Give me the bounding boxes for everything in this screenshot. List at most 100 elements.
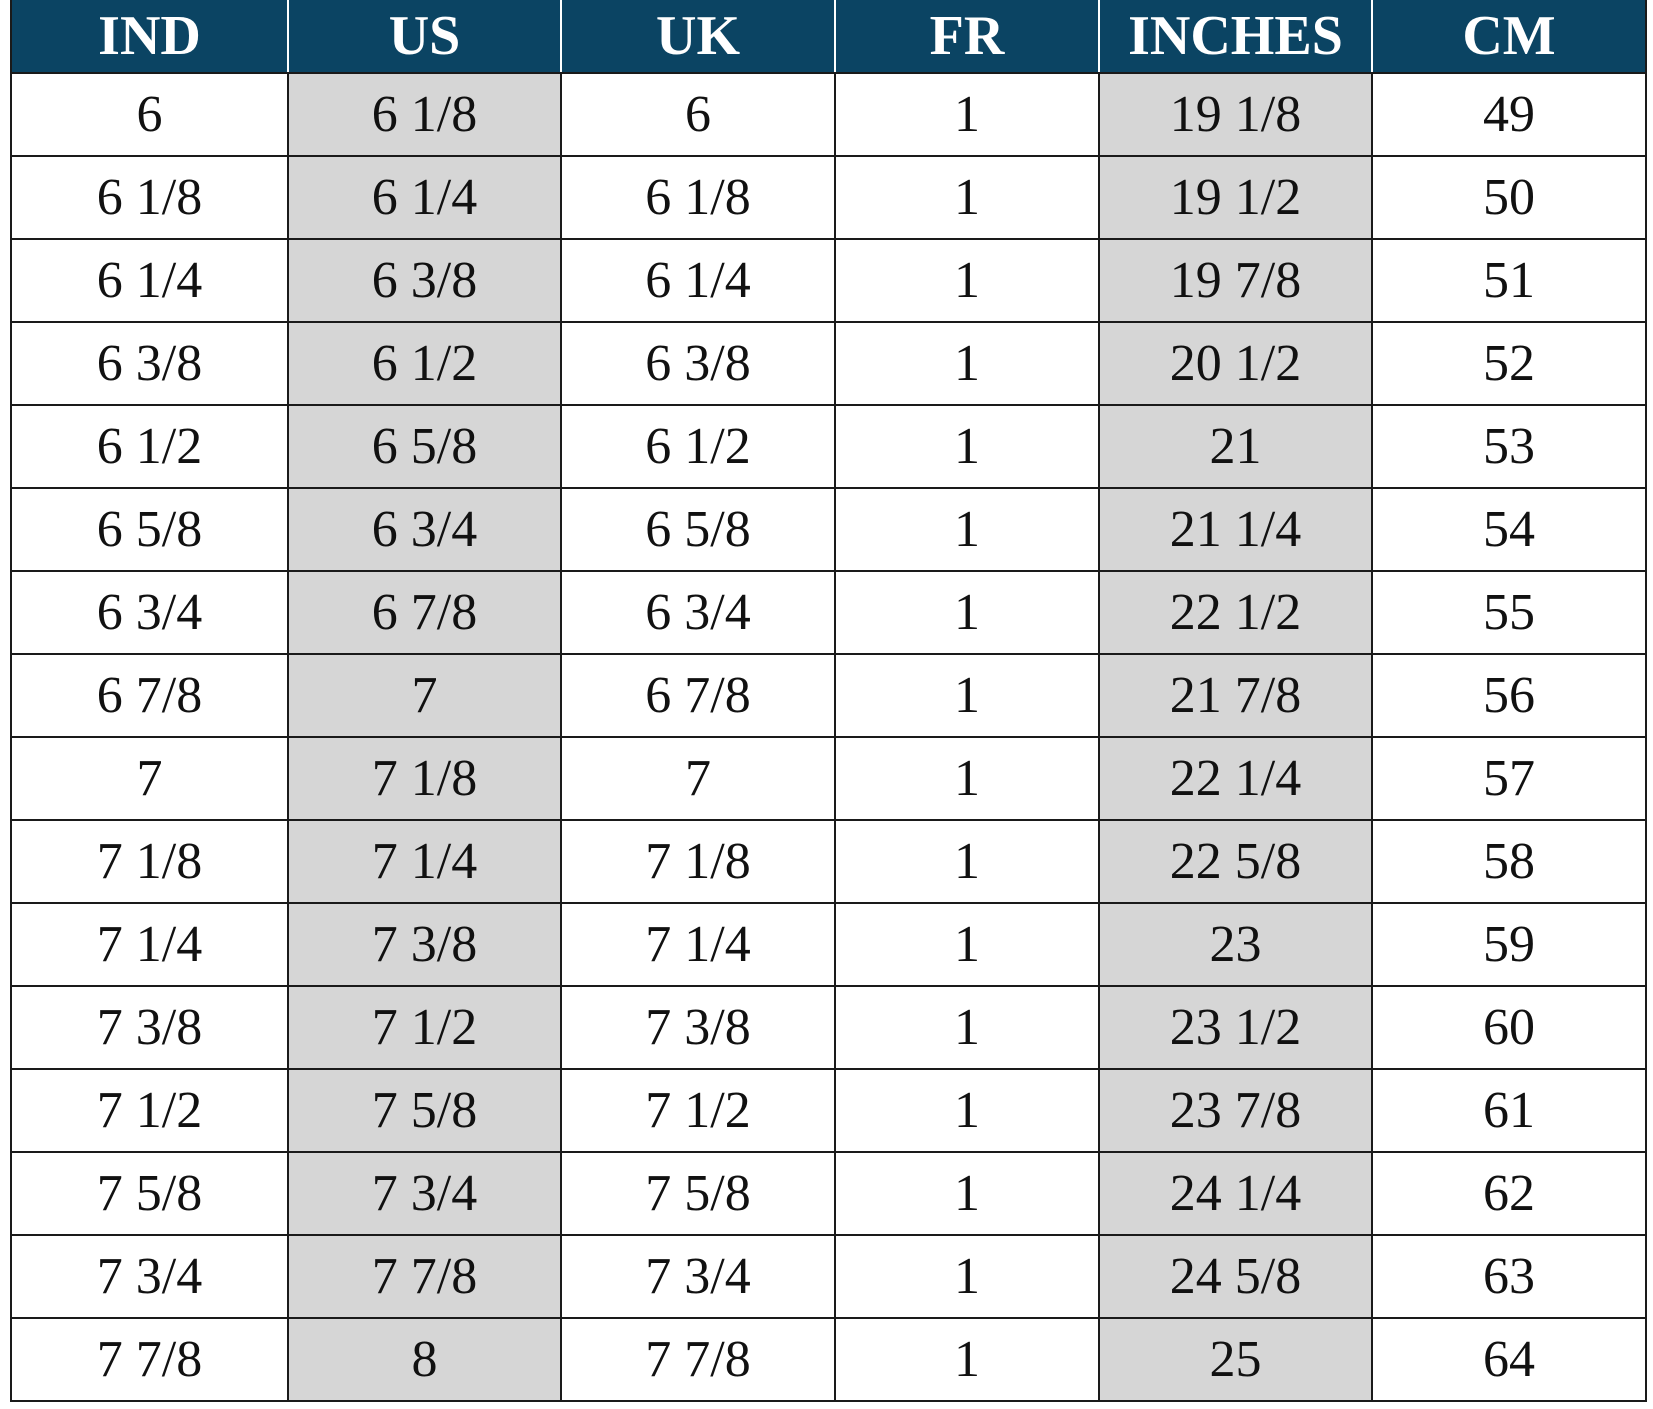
cell-us: 6 1/8 bbox=[287, 72, 562, 157]
cell-us: 6 1/4 bbox=[287, 155, 562, 240]
cell-fr: 1 bbox=[834, 985, 1100, 1070]
table-row: 6 3/8 6 1/2 6 3/8 1 20 1/2 52 bbox=[10, 321, 1647, 406]
table-row: 7 3/8 7 1/2 7 3/8 1 23 1/2 60 bbox=[10, 985, 1647, 1070]
cell-us: 7 1/8 bbox=[287, 736, 562, 821]
cell-ind: 6 5/8 bbox=[10, 487, 289, 572]
cell-uk: 6 1/2 bbox=[560, 404, 836, 489]
cell-ind: 6 bbox=[10, 72, 289, 157]
table-row: 7 1/4 7 3/8 7 1/4 1 23 59 bbox=[10, 902, 1647, 987]
cell-ind: 7 1/4 bbox=[10, 902, 289, 987]
cell-ind: 7 7/8 bbox=[10, 1317, 289, 1402]
cell-uk: 7 7/8 bbox=[560, 1317, 836, 1402]
cell-fr: 1 bbox=[834, 736, 1100, 821]
cell-cm: 53 bbox=[1371, 404, 1647, 489]
cell-us: 7 3/4 bbox=[287, 1151, 562, 1236]
cell-uk: 7 1/8 bbox=[560, 819, 836, 904]
cell-ind: 6 1/2 bbox=[10, 404, 289, 489]
cell-ind: 7 bbox=[10, 736, 289, 821]
cell-uk: 6 5/8 bbox=[560, 487, 836, 572]
cell-fr: 1 bbox=[834, 404, 1100, 489]
cell-uk: 6 3/4 bbox=[560, 570, 836, 655]
cell-inches: 19 7/8 bbox=[1098, 238, 1373, 323]
cell-us: 8 bbox=[287, 1317, 562, 1402]
cell-cm: 63 bbox=[1371, 1234, 1647, 1319]
table-row: 6 7/8 7 6 7/8 1 21 7/8 56 bbox=[10, 653, 1647, 738]
cell-fr: 1 bbox=[834, 72, 1100, 157]
cell-fr: 1 bbox=[834, 487, 1100, 572]
cell-inches: 24 5/8 bbox=[1098, 1234, 1373, 1319]
cell-inches: 19 1/8 bbox=[1098, 72, 1373, 157]
cell-cm: 55 bbox=[1371, 570, 1647, 655]
cell-inches: 23 1/2 bbox=[1098, 985, 1373, 1070]
cell-ind: 7 3/4 bbox=[10, 1234, 289, 1319]
cell-fr: 1 bbox=[834, 1068, 1100, 1153]
cell-us: 7 1/2 bbox=[287, 985, 562, 1070]
cell-inches: 21 bbox=[1098, 404, 1373, 489]
cell-ind: 6 3/8 bbox=[10, 321, 289, 406]
table-row: 7 7/8 8 7 7/8 1 25 64 bbox=[10, 1317, 1647, 1402]
cell-fr: 1 bbox=[834, 1317, 1100, 1402]
cell-ind: 7 3/8 bbox=[10, 985, 289, 1070]
cell-cm: 58 bbox=[1371, 819, 1647, 904]
cell-fr: 1 bbox=[834, 570, 1100, 655]
cell-inches: 20 1/2 bbox=[1098, 321, 1373, 406]
cell-cm: 60 bbox=[1371, 985, 1647, 1070]
table-row: 6 5/8 6 3/4 6 5/8 1 21 1/4 54 bbox=[10, 487, 1647, 572]
cell-uk: 7 3/4 bbox=[560, 1234, 836, 1319]
cell-inches: 23 bbox=[1098, 902, 1373, 987]
cell-us: 6 3/4 bbox=[287, 487, 562, 572]
cell-inches: 22 5/8 bbox=[1098, 819, 1373, 904]
header-ind: IND bbox=[10, 0, 289, 74]
header-inches: INCHES bbox=[1098, 0, 1373, 74]
table-row: 6 1/8 6 1/4 6 1/8 1 19 1/2 50 bbox=[10, 155, 1647, 240]
cell-ind: 6 1/4 bbox=[10, 238, 289, 323]
cell-uk: 7 5/8 bbox=[560, 1151, 836, 1236]
cell-uk: 6 3/8 bbox=[560, 321, 836, 406]
cell-fr: 1 bbox=[834, 238, 1100, 323]
cell-uk: 6 bbox=[560, 72, 836, 157]
cell-us: 6 3/8 bbox=[287, 238, 562, 323]
cell-us: 7 bbox=[287, 653, 562, 738]
table-row: 7 1/2 7 5/8 7 1/2 1 23 7/8 61 bbox=[10, 1068, 1647, 1153]
cell-inches: 24 1/4 bbox=[1098, 1151, 1373, 1236]
cell-inches: 25 bbox=[1098, 1317, 1373, 1402]
cell-ind: 6 1/8 bbox=[10, 155, 289, 240]
cell-uk: 6 7/8 bbox=[560, 653, 836, 738]
table-row: 6 3/4 6 7/8 6 3/4 1 22 1/2 55 bbox=[10, 570, 1647, 655]
header-fr: FR bbox=[834, 0, 1100, 74]
table-header: IND US UK FR INCHES CM bbox=[10, 0, 1647, 74]
cell-inches: 21 1/4 bbox=[1098, 487, 1373, 572]
header-cm: CM bbox=[1371, 0, 1647, 74]
cell-fr: 1 bbox=[834, 1234, 1100, 1319]
cell-us: 6 1/2 bbox=[287, 321, 562, 406]
cell-ind: 7 1/2 bbox=[10, 1068, 289, 1153]
cell-cm: 57 bbox=[1371, 736, 1647, 821]
table-row: 6 1/4 6 3/8 6 1/4 1 19 7/8 51 bbox=[10, 238, 1647, 323]
cell-inches: 22 1/4 bbox=[1098, 736, 1373, 821]
cell-uk: 7 1/4 bbox=[560, 902, 836, 987]
cell-uk: 7 1/2 bbox=[560, 1068, 836, 1153]
cell-uk: 6 1/4 bbox=[560, 238, 836, 323]
cell-inches: 19 1/2 bbox=[1098, 155, 1373, 240]
cell-uk: 6 1/8 bbox=[560, 155, 836, 240]
cell-cm: 59 bbox=[1371, 902, 1647, 987]
cell-us: 7 5/8 bbox=[287, 1068, 562, 1153]
cell-us: 6 5/8 bbox=[287, 404, 562, 489]
table-row: 7 1/8 7 1/4 7 1/8 1 22 5/8 58 bbox=[10, 819, 1647, 904]
cell-cm: 52 bbox=[1371, 321, 1647, 406]
table-row: 6 1/2 6 5/8 6 1/2 1 21 53 bbox=[10, 404, 1647, 489]
cell-us: 7 1/4 bbox=[287, 819, 562, 904]
cell-ind: 6 3/4 bbox=[10, 570, 289, 655]
cell-us: 7 3/8 bbox=[287, 902, 562, 987]
cell-uk: 7 3/8 bbox=[560, 985, 836, 1070]
header-row: IND US UK FR INCHES CM bbox=[10, 0, 1647, 74]
cell-uk: 7 bbox=[560, 736, 836, 821]
cell-fr: 1 bbox=[834, 1151, 1100, 1236]
cell-cm: 49 bbox=[1371, 72, 1647, 157]
cell-fr: 1 bbox=[834, 819, 1100, 904]
cell-cm: 61 bbox=[1371, 1068, 1647, 1153]
table-row: 7 3/4 7 7/8 7 3/4 1 24 5/8 63 bbox=[10, 1234, 1647, 1319]
